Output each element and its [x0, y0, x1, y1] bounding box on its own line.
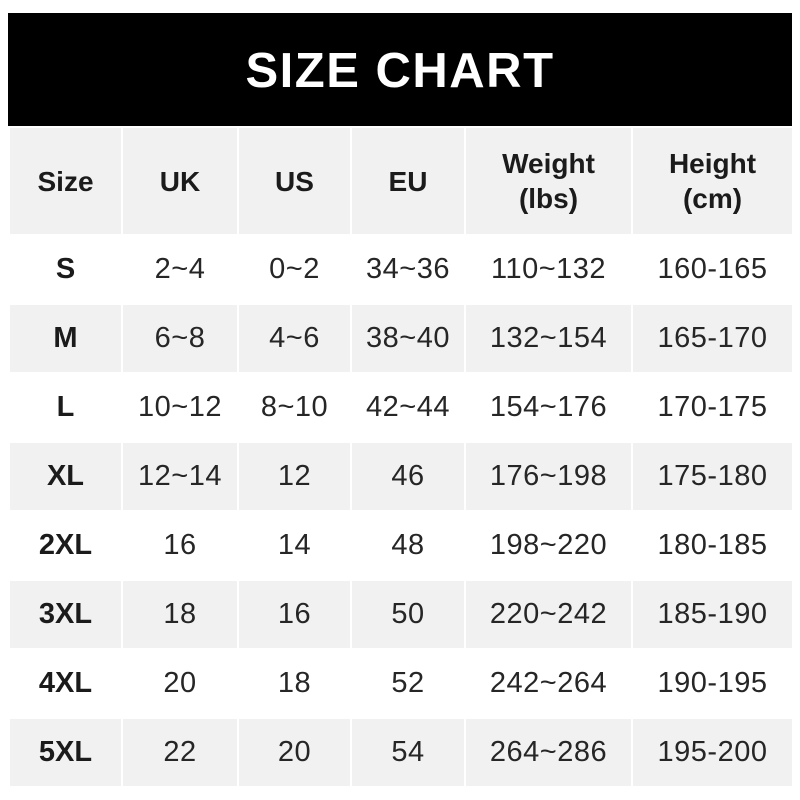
cell-us: 12	[239, 443, 350, 510]
cell-weight: 264~286	[466, 719, 631, 786]
header-sublabel: (cm)	[682, 183, 743, 214]
cell-uk: 22	[123, 719, 237, 786]
cell-uk: 2~4	[123, 236, 237, 303]
cell-uk: 10~12	[123, 374, 237, 441]
cell-height: 170-175	[633, 374, 792, 441]
cell-eu: 38~40	[352, 305, 464, 372]
cell-uk: 18	[123, 581, 237, 648]
title-banner: SIZE CHART	[8, 13, 792, 128]
cell-us: 16	[239, 581, 350, 648]
cell-height: 185-190	[633, 581, 792, 648]
cell-us: 20	[239, 719, 350, 786]
cell-us: 18	[239, 650, 350, 717]
table-row-3xl: 3XL 18 16 50 220~242 185-190	[10, 581, 792, 648]
header-cell-size: Size	[10, 128, 121, 234]
table-row-4xl: 4XL 20 18 52 242~264 190-195	[10, 650, 792, 717]
table-row-l: L 10~12 8~10 42~44 154~176 170-175	[10, 374, 792, 441]
size-label-cell: L	[10, 374, 121, 441]
header-label: UK	[159, 165, 201, 197]
header-label: Weight	[502, 148, 595, 179]
cell-uk: 12~14	[123, 443, 237, 510]
header-cell-weight: Weight (lbs)	[466, 128, 631, 234]
cell-weight: 132~154	[466, 305, 631, 372]
cell-eu: 54	[352, 719, 464, 786]
cell-eu: 52	[352, 650, 464, 717]
header-cell-uk: UK	[123, 128, 237, 234]
size-chart-table: Size UK US EU Weight (lbs) Height (cm) S 2…	[8, 126, 794, 788]
header-label: US	[275, 165, 314, 197]
table-row-xl: XL 12~14 12 46 176~198 175-180	[10, 443, 792, 510]
cell-us: 14	[239, 512, 350, 579]
cell-height: 180-185	[633, 512, 792, 579]
cell-eu: 42~44	[352, 374, 464, 441]
size-label-cell: 2XL	[10, 512, 121, 579]
header-label: Size	[37, 165, 94, 197]
page-title: SIZE CHART	[245, 43, 555, 98]
size-label-cell: 5XL	[10, 719, 121, 786]
cell-uk: 6~8	[123, 305, 237, 372]
cell-height: 160-165	[633, 236, 792, 303]
header-label: EU	[388, 165, 428, 197]
cell-uk: 16	[123, 512, 237, 579]
cell-height: 175-180	[633, 443, 792, 510]
table-row-5xl: 5XL 22 20 54 264~286 195-200	[10, 719, 792, 786]
cell-height: 165-170	[633, 305, 792, 372]
cell-eu: 50	[352, 581, 464, 648]
cell-eu: 48	[352, 512, 464, 579]
header-cell-us: US	[239, 128, 350, 234]
cell-us: 0~2	[239, 236, 350, 303]
table-row-2xl: 2XL 16 14 48 198~220 180-185	[10, 512, 792, 579]
cell-weight: 176~198	[466, 443, 631, 510]
size-label-cell: 3XL	[10, 581, 121, 648]
cell-weight: 154~176	[466, 374, 631, 441]
cell-weight: 220~242	[466, 581, 631, 648]
cell-height: 195-200	[633, 719, 792, 786]
size-label-cell: XL	[10, 443, 121, 510]
size-label-cell: S	[10, 236, 121, 303]
cell-weight: 198~220	[466, 512, 631, 579]
header-label: Height	[668, 148, 757, 179]
cell-us: 8~10	[239, 374, 350, 441]
header-cell-eu: EU	[352, 128, 464, 234]
cell-us: 4~6	[239, 305, 350, 372]
header-sublabel: (lbs)	[518, 183, 579, 214]
size-label-cell: M	[10, 305, 121, 372]
table-row-s: S 2~4 0~2 34~36 110~132 160-165	[10, 236, 792, 303]
cell-uk: 20	[123, 650, 237, 717]
cell-eu: 46	[352, 443, 464, 510]
cell-weight: 110~132	[466, 236, 631, 303]
size-label-cell: 4XL	[10, 650, 121, 717]
table-row-m: M 6~8 4~6 38~40 132~154 165-170	[10, 305, 792, 372]
cell-height: 190-195	[633, 650, 792, 717]
cell-weight: 242~264	[466, 650, 631, 717]
header-cell-height: Height (cm)	[633, 128, 792, 234]
cell-eu: 34~36	[352, 236, 464, 303]
header-row: Size UK US EU Weight (lbs) Height (cm)	[10, 128, 792, 234]
